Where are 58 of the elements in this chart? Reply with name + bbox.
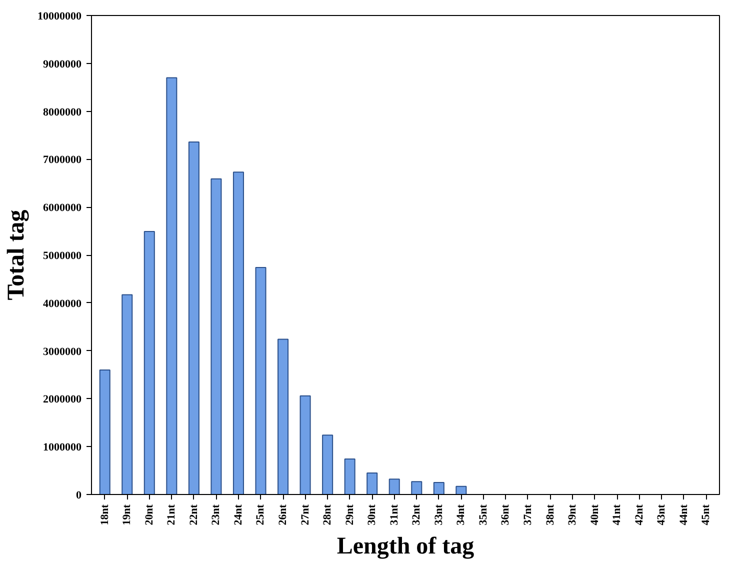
x-tick-label: 42nt [633, 504, 646, 526]
bar [278, 338, 289, 494]
x-tick-label: 44nt [678, 504, 690, 526]
x-tick-label: 28nt [322, 504, 334, 526]
x-tick-label: 39nt [566, 504, 579, 526]
y-tick-label: 9000000 [43, 58, 82, 70]
x-tick-label: 35nt [477, 504, 490, 526]
x-tick-label: 22nt [188, 504, 200, 526]
x-tick-label: 29nt [344, 504, 356, 526]
bar [255, 266, 266, 494]
x-tick-label: 19nt [121, 504, 134, 526]
bar [456, 486, 467, 494]
bar [232, 172, 244, 494]
x-tick-label: 43nt [656, 504, 668, 526]
x-tick-label: 33nt [432, 504, 445, 526]
bar [210, 178, 222, 494]
bar [433, 482, 444, 494]
y-tick-label: 3000000 [43, 346, 82, 358]
x-tick-label: 38nt [544, 504, 556, 526]
x-tick-label: 18nt [98, 504, 111, 526]
y-tick-label: 5000000 [43, 250, 82, 262]
bar [166, 77, 178, 494]
bar [99, 369, 110, 494]
bar [322, 434, 334, 494]
x-axis-title: Length of tag [336, 533, 474, 560]
x-tick-label: 24nt [232, 504, 244, 526]
x-tick-label: 41nt [611, 504, 624, 526]
x-tick-label: 26nt [277, 504, 290, 526]
y-tick-label: 0 [76, 490, 82, 502]
x-tick-label: 25nt [254, 504, 267, 526]
x-tick-label: 21nt [166, 504, 178, 526]
x-tick-label: 31nt [388, 504, 400, 526]
y-axis-title: Total tag [4, 210, 30, 300]
x-tick-label: 27nt [299, 504, 312, 526]
y-tick-label: 6000000 [43, 202, 82, 214]
y-tick-label: 2000000 [43, 394, 82, 406]
bar [388, 478, 400, 494]
x-tick-label: 34nt [455, 504, 468, 526]
y-tick-label: 1000000 [43, 442, 82, 454]
bar [366, 472, 378, 494]
y-tick-label: 8000000 [43, 106, 82, 118]
x-tick-label: 37nt [522, 504, 534, 526]
bar [300, 395, 311, 494]
bar [122, 294, 133, 494]
x-tick-label: 36nt [500, 504, 512, 526]
x-tick-label: 20nt [143, 504, 156, 526]
x-tick-label: 40nt [588, 504, 601, 526]
bar [344, 458, 356, 494]
bar [411, 481, 422, 494]
x-tick-label: 23nt [210, 504, 222, 526]
x-tick-label: 30nt [366, 504, 378, 526]
bar [188, 141, 200, 494]
y-tick-label: 4000000 [43, 298, 82, 310]
bar [144, 231, 155, 494]
x-tick-label: 45nt [700, 504, 712, 526]
x-tick-label: 32nt [410, 504, 423, 526]
y-tick-label: 7000000 [43, 154, 82, 166]
y-tick-label: 10000000 [38, 10, 82, 22]
